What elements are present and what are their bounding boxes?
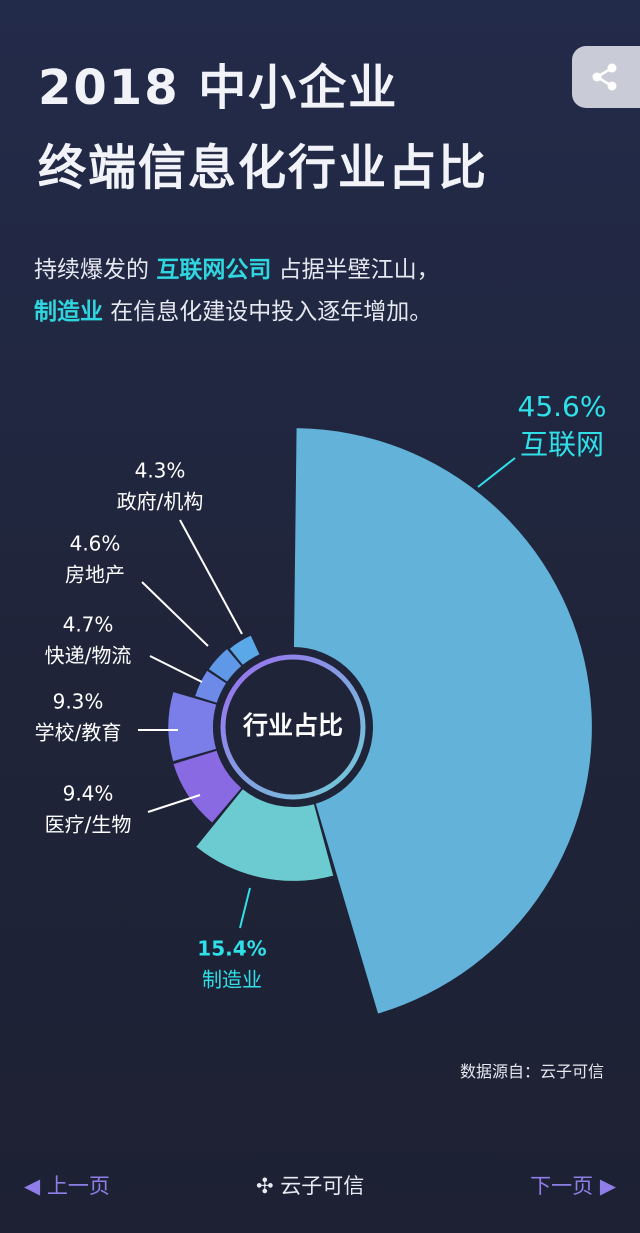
- pie-slice: [196, 789, 334, 881]
- text: 持续爆发的: [34, 257, 157, 283]
- pie-slice: [173, 750, 242, 823]
- arrow: ◀: [24, 1174, 47, 1198]
- category-label: 医疗/生物: [45, 813, 132, 837]
- arrow: ▶: [593, 1174, 616, 1198]
- label: 下一页: [530, 1174, 594, 1198]
- title: 2018 中小企业: [38, 60, 399, 116]
- pie-slice: [168, 692, 217, 762]
- leader-line: [141, 581, 209, 647]
- share-button[interactable]: [572, 46, 640, 108]
- leader-line: [239, 887, 251, 929]
- pie-slice: [293, 428, 592, 1014]
- pie-slice: [195, 670, 227, 703]
- value-label: 15.4%: [197, 937, 266, 961]
- highlight: 互联网公司: [156, 257, 272, 283]
- value-label: 9.3%: [53, 690, 104, 714]
- subtitle: 制造业 在信息化建设中投入逐年增加。: [34, 292, 432, 326]
- label: 云子可信: [280, 1174, 365, 1198]
- chart: 45.6% 互联网 15.4% 制造业 9.4% 医疗/生物 9.3% 学校/教育 4.7% 快递…: [35, 390, 607, 1014]
- leader-line: [149, 655, 203, 683]
- brand: ✣ 云子可信: [256, 1170, 364, 1200]
- leader-line: [147, 794, 201, 813]
- source: 数据源自：云子可信: [459, 1062, 604, 1081]
- pie-slice: [208, 649, 242, 682]
- category-label: 制造业: [202, 968, 262, 992]
- subtitle: 持续爆发的 互联网公司 占据半壁江山，: [34, 250, 440, 284]
- prev-page[interactable]: ◀ 上一页: [24, 1170, 110, 1200]
- share-icon: [592, 63, 617, 91]
- logo: ✣: [256, 1174, 281, 1198]
- label: 上一页: [46, 1174, 110, 1198]
- value-label: 9.4%: [63, 782, 114, 806]
- category-label: 房地产: [65, 563, 125, 587]
- category-label: 快递/物流: [45, 644, 132, 668]
- value-label: 45.6%: [518, 390, 607, 423]
- category-label: 政府/机构: [117, 490, 204, 514]
- text: 占据半壁江山，: [271, 257, 440, 283]
- category-label: 学校/教育: [35, 721, 122, 745]
- highlight: 制造业: [34, 299, 103, 325]
- title: 终端信息化行业占比: [38, 140, 489, 196]
- category-label: 互联网: [520, 428, 604, 461]
- leader-line: [179, 519, 243, 635]
- pie-slice: [229, 635, 260, 665]
- leader-line: [477, 457, 516, 488]
- value-label: 4.7%: [63, 613, 114, 637]
- value-label: 4.3%: [135, 459, 186, 483]
- next-page[interactable]: 下一页 ▶: [530, 1170, 616, 1200]
- center-label: 行业占比: [242, 711, 343, 740]
- value-label: 4.6%: [70, 532, 121, 556]
- text: 在信息化建设中投入逐年增加。: [103, 299, 433, 325]
- center-disc: [220, 654, 366, 800]
